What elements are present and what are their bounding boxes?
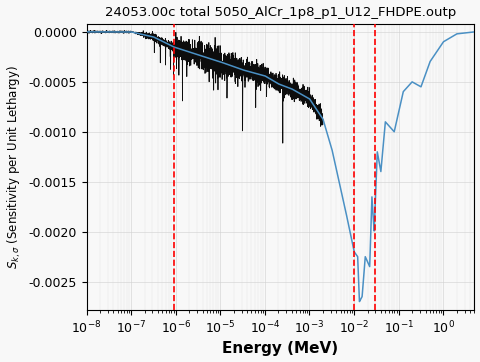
X-axis label: Energy (MeV): Energy (MeV) — [222, 341, 338, 357]
Title: 24053.00c total 5050_AlCr_1p8_p1_U12_FHDPE.outp: 24053.00c total 5050_AlCr_1p8_p1_U12_FHD… — [105, 5, 456, 18]
Y-axis label: $S_{k,\sigma}$ (Sensitivity per Unit Lethargy): $S_{k,\sigma}$ (Sensitivity per Unit Let… — [6, 65, 23, 269]
